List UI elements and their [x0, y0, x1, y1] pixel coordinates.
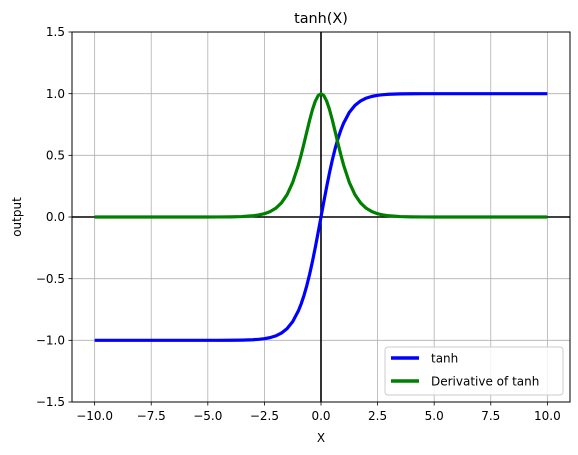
y-tick-label: 0.0	[46, 210, 65, 224]
chart-title: tanh(X)	[294, 11, 348, 27]
x-tick-label: −7.5	[137, 409, 166, 423]
legend-label-derivative: Derivative of tanh	[431, 375, 539, 389]
x-tick-label: −5.0	[193, 409, 222, 423]
x-tick-label: −10.0	[76, 409, 113, 423]
y-tick-label: 0.5	[46, 149, 65, 163]
y-tick-label: 1.5	[46, 25, 65, 39]
series-lines	[94, 92, 548, 342]
x-axis-label: X	[317, 431, 325, 445]
axis-ticks: −10.0 −7.5 −5.0 −2.5 0.0 2.5 5.0 7.5 10.0 −1.5 −1.…	[36, 25, 561, 423]
y-tick-label: 1.0	[46, 87, 65, 101]
tanh-series-line	[94, 92, 548, 342]
legend-box	[384, 346, 564, 396]
y-tick-label: −1.0	[36, 334, 65, 348]
derivative-series-line	[94, 92, 548, 219]
y-tick-label: −0.5	[36, 272, 65, 286]
y-axis-label: output	[10, 197, 24, 237]
legend: tanh Derivative of tanh	[384, 346, 564, 396]
x-tick-label: 0.0	[311, 409, 330, 423]
x-tick-label: 10.0	[534, 409, 561, 423]
x-tick-label: 7.5	[481, 409, 500, 423]
x-tick-label: 5.0	[425, 409, 444, 423]
y-tick-label: −1.5	[36, 395, 65, 409]
x-tick-label: −2.5	[250, 409, 279, 423]
legend-label-tanh: tanh	[431, 352, 458, 366]
x-tick-label: 2.5	[368, 409, 387, 423]
